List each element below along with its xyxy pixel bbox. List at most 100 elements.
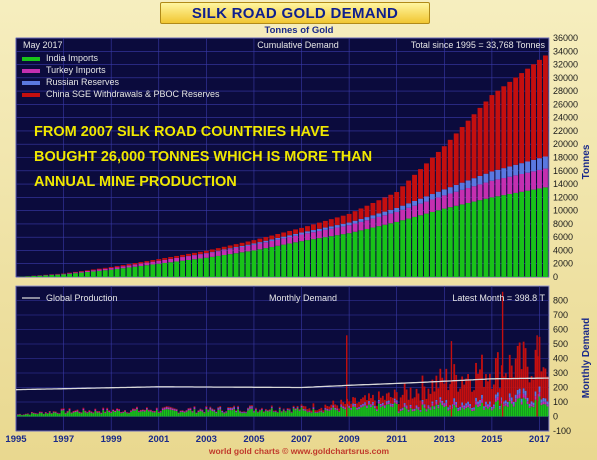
lower-y-tick: 300: [553, 368, 568, 378]
monthly-bar-segment-1: [88, 411, 91, 417]
monthly-bar-segment-3: [459, 406, 462, 409]
monthly-bar-segment-1: [298, 410, 301, 417]
monthly-bar-segment-4: [52, 411, 55, 412]
cumulative-bar-segment-3: [424, 196, 429, 202]
monthly-bar-segment-1: [60, 410, 63, 417]
monthly-bar-segment-4: [407, 399, 410, 410]
monthly-bar-segment-1: [477, 407, 479, 417]
cumulative-bar-segment-3: [287, 235, 293, 238]
monthly-bar-segment-1: [512, 406, 515, 417]
monthly-bar-segment-1: [439, 402, 442, 417]
monthly-bar-segment-4: [338, 408, 341, 411]
monthly-bar-segment-2: [286, 409, 289, 411]
monthly-bar-segment-3: [362, 403, 364, 405]
upper-y-tick: 10000: [553, 206, 578, 216]
monthly-bar-segment-2: [395, 401, 398, 404]
monthly-bar-segment-3: [401, 407, 404, 409]
monthly-bar-segment-1: [56, 413, 59, 417]
monthly-bar-segment-1: [391, 406, 394, 417]
cumulative-bar-segment-2: [471, 186, 477, 202]
monthly-bar-segment-2: [92, 412, 95, 414]
monthly-bar-segment-4: [221, 410, 224, 411]
monthly-bar-segment-3: [526, 397, 529, 402]
cumulative-bar-segment-1: [227, 254, 233, 277]
monthly-bar-segment-3: [213, 409, 216, 411]
monthly-bar-segment-1: [19, 414, 21, 417]
cumulative-bar-segment-4: [531, 64, 536, 160]
cumulative-bar-segment-4: [322, 220, 328, 228]
monthly-bar-segment-2: [96, 411, 99, 413]
monthly-bar-segment-4: [142, 409, 144, 411]
monthly-bar-segment-2: [425, 410, 428, 412]
monthly-bar-segment-2: [98, 411, 101, 413]
monthly-bar-segment-1: [211, 410, 214, 417]
monthly-bar-segment-2: [459, 408, 462, 411]
monthly-bar-segment-1: [395, 403, 398, 417]
monthly-bar-segment-4: [217, 406, 220, 408]
monthly-bar-segment-1: [157, 412, 160, 417]
monthly-bar-segment-1: [364, 405, 366, 417]
monthly-bar-segment-4: [487, 381, 489, 405]
monthly-bar-segment-4: [132, 408, 134, 410]
monthly-bar-segment-1: [28, 414, 31, 417]
monthly-bar-segment-2: [387, 401, 390, 405]
cumulative-bar-segment-2: [459, 189, 465, 205]
cumulative-bar-segment-1: [156, 263, 162, 277]
monthly-bar-segment-1: [266, 411, 269, 417]
monthly-bar-segment-2: [413, 409, 416, 411]
monthly-bar-segment-3: [483, 406, 485, 409]
monthly-bar-segment-1: [496, 400, 499, 417]
cumulative-bar-segment-3: [281, 236, 287, 239]
monthly-bar-segment-4: [443, 383, 446, 404]
monthly-bar-segment-2: [508, 397, 511, 402]
monthly-bar-segment-2: [227, 408, 230, 411]
monthly-bar-segment-1: [292, 408, 295, 417]
monthly-bar-segment-3: [227, 407, 230, 409]
monthly-bar-segment-1: [221, 412, 224, 417]
monthly-bar-segment-2: [120, 412, 122, 414]
monthly-bar-segment-1: [104, 412, 107, 417]
monthly-bar-segment-2: [366, 406, 368, 409]
monthly-bar-segment-1: [213, 411, 216, 417]
title-banner: SILK ROAD GOLD DEMAND: [160, 2, 430, 24]
monthly-bar-segment-4: [413, 397, 416, 409]
monthly-bar-segment-3: [415, 405, 418, 407]
cumulative-bar-segment-2: [168, 258, 174, 263]
cumulative-bar-segment-1: [43, 275, 49, 277]
x-tick: 1999: [101, 434, 122, 445]
cumulative-bar-segment-3: [495, 169, 501, 180]
monthly-bar-segment-2: [469, 406, 471, 409]
monthly-bar-segment-1: [528, 407, 531, 417]
cumulative-bar-segment-2: [102, 268, 108, 271]
cumulative-bar-segment-2: [233, 248, 239, 254]
lower-y-tick-labels: -100 0 100 200 300 400 500 600 700 800: [553, 296, 571, 437]
cumulative-bar-segment-4: [370, 202, 376, 216]
cumulative-bar-segment-2: [144, 262, 150, 266]
monthly-bar-segment-3: [395, 400, 398, 402]
cumulative-bar-segment-2: [186, 256, 191, 260]
monthly-bar-segment-1: [217, 409, 220, 417]
monthly-bar-segment-3: [445, 399, 448, 403]
monthly-bar-segment-1: [379, 406, 382, 417]
monthly-bar-segment-1: [411, 411, 414, 417]
monthly-bar-segment-1: [542, 404, 545, 417]
legend-label: Russian Reserves: [46, 77, 120, 87]
cumulative-bar-segment-1: [489, 197, 495, 277]
monthly-bar-segment-2: [324, 408, 327, 410]
monthly-bar-segment-4: [213, 409, 216, 410]
monthly-bar-segment-2: [74, 410, 77, 412]
cumulative-bar-segment-1: [120, 268, 126, 277]
cumulative-bar-segment-4: [126, 264, 132, 266]
cumulative-bar-segment-1: [102, 270, 108, 277]
monthly-bar-segment-2: [445, 402, 448, 406]
monthly-bar-segment-2: [320, 410, 323, 412]
cumulative-bar-segment-1: [55, 274, 61, 277]
cumulative-bar-segment-1: [67, 273, 72, 277]
monthly-bar-segment-2: [72, 411, 75, 413]
cumulative-bar-segment-3: [418, 198, 423, 204]
monthly-bar-segment-1: [189, 410, 192, 417]
upper-y-tick: 4000: [553, 245, 573, 255]
monthly-bar-segment-3: [235, 410, 237, 412]
cumulative-bar-segment-2: [340, 226, 346, 235]
monthly-bar-segment-2: [157, 412, 160, 413]
